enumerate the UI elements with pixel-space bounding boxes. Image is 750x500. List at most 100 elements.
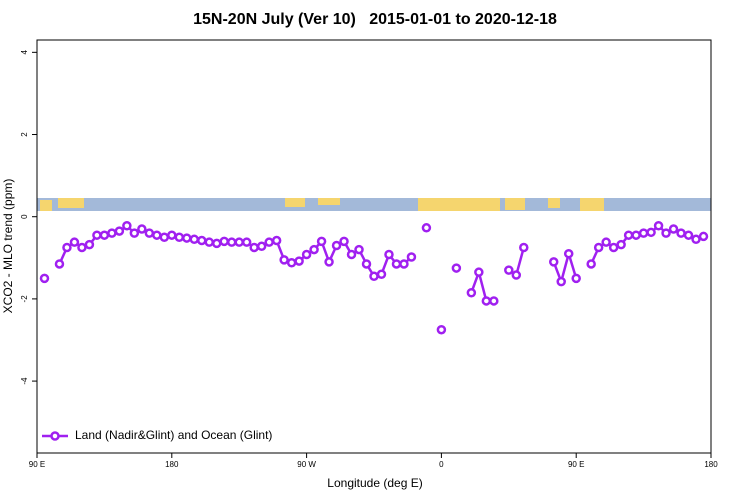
- y-tick-label: 2: [20, 132, 29, 137]
- data-point: [623, 230, 634, 240]
- data-point: [466, 287, 477, 298]
- y-tick-label: -2: [20, 295, 29, 303]
- data-point: [661, 228, 671, 238]
- data-point: [668, 224, 679, 234]
- data-point: [182, 233, 192, 243]
- y-axis-title: XCO2 - MLO trend (ppm): [1, 179, 15, 314]
- data-point: [346, 249, 357, 260]
- data-line: [470, 267, 494, 303]
- data-point: [331, 240, 342, 251]
- data-point: [294, 256, 304, 266]
- x-tick-label: 90 E: [568, 460, 584, 469]
- chart-title: 15N-20N July (Ver 10) 2015-01-01 to 2020…: [193, 11, 557, 28]
- data-point: [489, 296, 499, 306]
- data-point: [219, 236, 229, 247]
- data-point: [391, 259, 402, 269]
- data-point: [519, 242, 529, 253]
- data-point: [152, 230, 162, 240]
- data-point: [54, 259, 65, 269]
- x-axis-title: Longitude (deg E): [327, 476, 422, 490]
- data-point: [264, 237, 274, 247]
- data-point: [234, 237, 244, 247]
- plot-frame: [36, 39, 712, 454]
- data-point: [638, 228, 649, 238]
- data-point: [384, 249, 394, 260]
- x-tick-label: 90 E: [29, 460, 45, 469]
- data-point: [107, 228, 117, 238]
- data-point: [174, 232, 185, 243]
- data-point: [39, 273, 50, 284]
- data-point: [421, 223, 432, 233]
- data-point: [406, 252, 417, 262]
- data-point: [631, 230, 641, 240]
- data-point: [137, 224, 147, 234]
- data-point: [114, 226, 125, 236]
- data-point: [698, 231, 709, 242]
- data-point: [301, 249, 312, 260]
- data-point: [204, 237, 214, 247]
- data-point: [167, 230, 177, 240]
- data-point: [211, 238, 222, 249]
- data-point: [271, 235, 282, 246]
- legend-label: Land (Nadir&Glint) and Ocean (Glint): [75, 428, 272, 442]
- x-tick-label: 180: [165, 460, 179, 469]
- data-point: [354, 244, 364, 255]
- data-point: [99, 230, 110, 240]
- data-point: [256, 241, 267, 252]
- data-point: [548, 257, 559, 267]
- data-point: [77, 242, 87, 253]
- data-point: [62, 242, 72, 253]
- data-point: [376, 269, 387, 279]
- data-point: [451, 263, 462, 273]
- data-point: [309, 244, 319, 255]
- data-point: [593, 242, 604, 253]
- data-point: [249, 242, 259, 253]
- data-point: [361, 259, 372, 269]
- legend-marker: [50, 431, 60, 441]
- data-point: [556, 276, 566, 287]
- data-point: [676, 228, 686, 238]
- x-tick-label: 0: [439, 460, 444, 469]
- data-point: [608, 242, 619, 253]
- data-point: [122, 220, 132, 231]
- data-point: [691, 234, 701, 245]
- y-tick-label: 0: [20, 214, 29, 219]
- data-point: [653, 220, 664, 231]
- data-point: [399, 259, 409, 269]
- data-point: [189, 234, 200, 245]
- data-point: [571, 273, 581, 284]
- data-point: [481, 296, 492, 306]
- data-line: [552, 249, 578, 286]
- data-point: [474, 267, 484, 277]
- data-point: [339, 236, 349, 247]
- data-point: [69, 237, 80, 247]
- data-point: [586, 259, 596, 269]
- data-point: [197, 235, 207, 246]
- x-tick-label: 90 W: [297, 460, 316, 469]
- data-point: [511, 270, 522, 280]
- data-point: [92, 230, 102, 240]
- data-point: [279, 255, 289, 265]
- y-tick-label: -4: [20, 377, 29, 385]
- data-point: [324, 257, 334, 267]
- data-point: [129, 228, 140, 238]
- data-point: [563, 248, 574, 259]
- data-point: [504, 265, 514, 275]
- data-point: [646, 227, 656, 238]
- data-point: [286, 257, 297, 268]
- map-strip: [37, 198, 711, 211]
- data-point: [241, 237, 252, 247]
- data-point: [84, 239, 95, 250]
- x-tick-label: 180: [704, 460, 718, 469]
- data-point: [601, 237, 611, 247]
- data-point: [226, 237, 237, 247]
- data-point: [316, 236, 327, 247]
- data-point: [436, 324, 447, 335]
- data-point: [683, 230, 694, 240]
- data-point: [369, 271, 379, 282]
- data-point: [616, 239, 626, 250]
- data-point: [144, 228, 155, 238]
- data-point: [159, 232, 170, 243]
